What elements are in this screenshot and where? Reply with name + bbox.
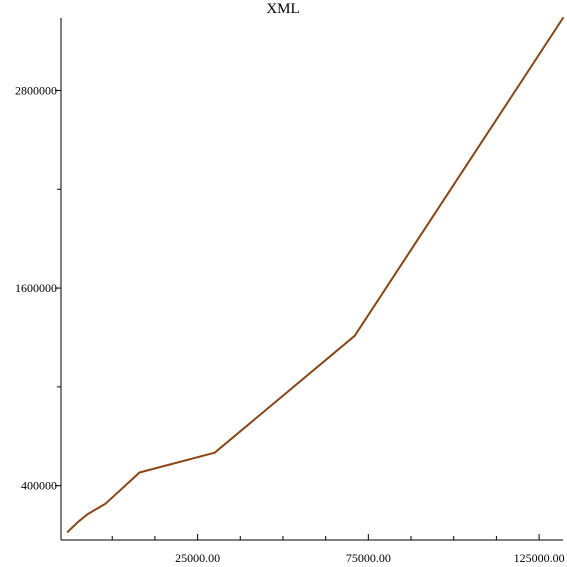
y-tick-label: 400000: [21, 479, 57, 493]
x-tick-label: 125000.00: [514, 551, 565, 565]
series-line: [66, 17, 564, 533]
chart-title: XML: [266, 1, 299, 17]
x-tick-label: 25000.00: [175, 551, 220, 565]
ticks: 25000.00 75000.00 125000.00 400000 1600000 28…: [15, 83, 565, 565]
x-tick-label: 75000.00: [346, 551, 391, 565]
series-group: [66, 17, 564, 533]
y-tick-label: 2800000: [15, 83, 57, 97]
y-tick-label: 1600000: [15, 281, 57, 295]
